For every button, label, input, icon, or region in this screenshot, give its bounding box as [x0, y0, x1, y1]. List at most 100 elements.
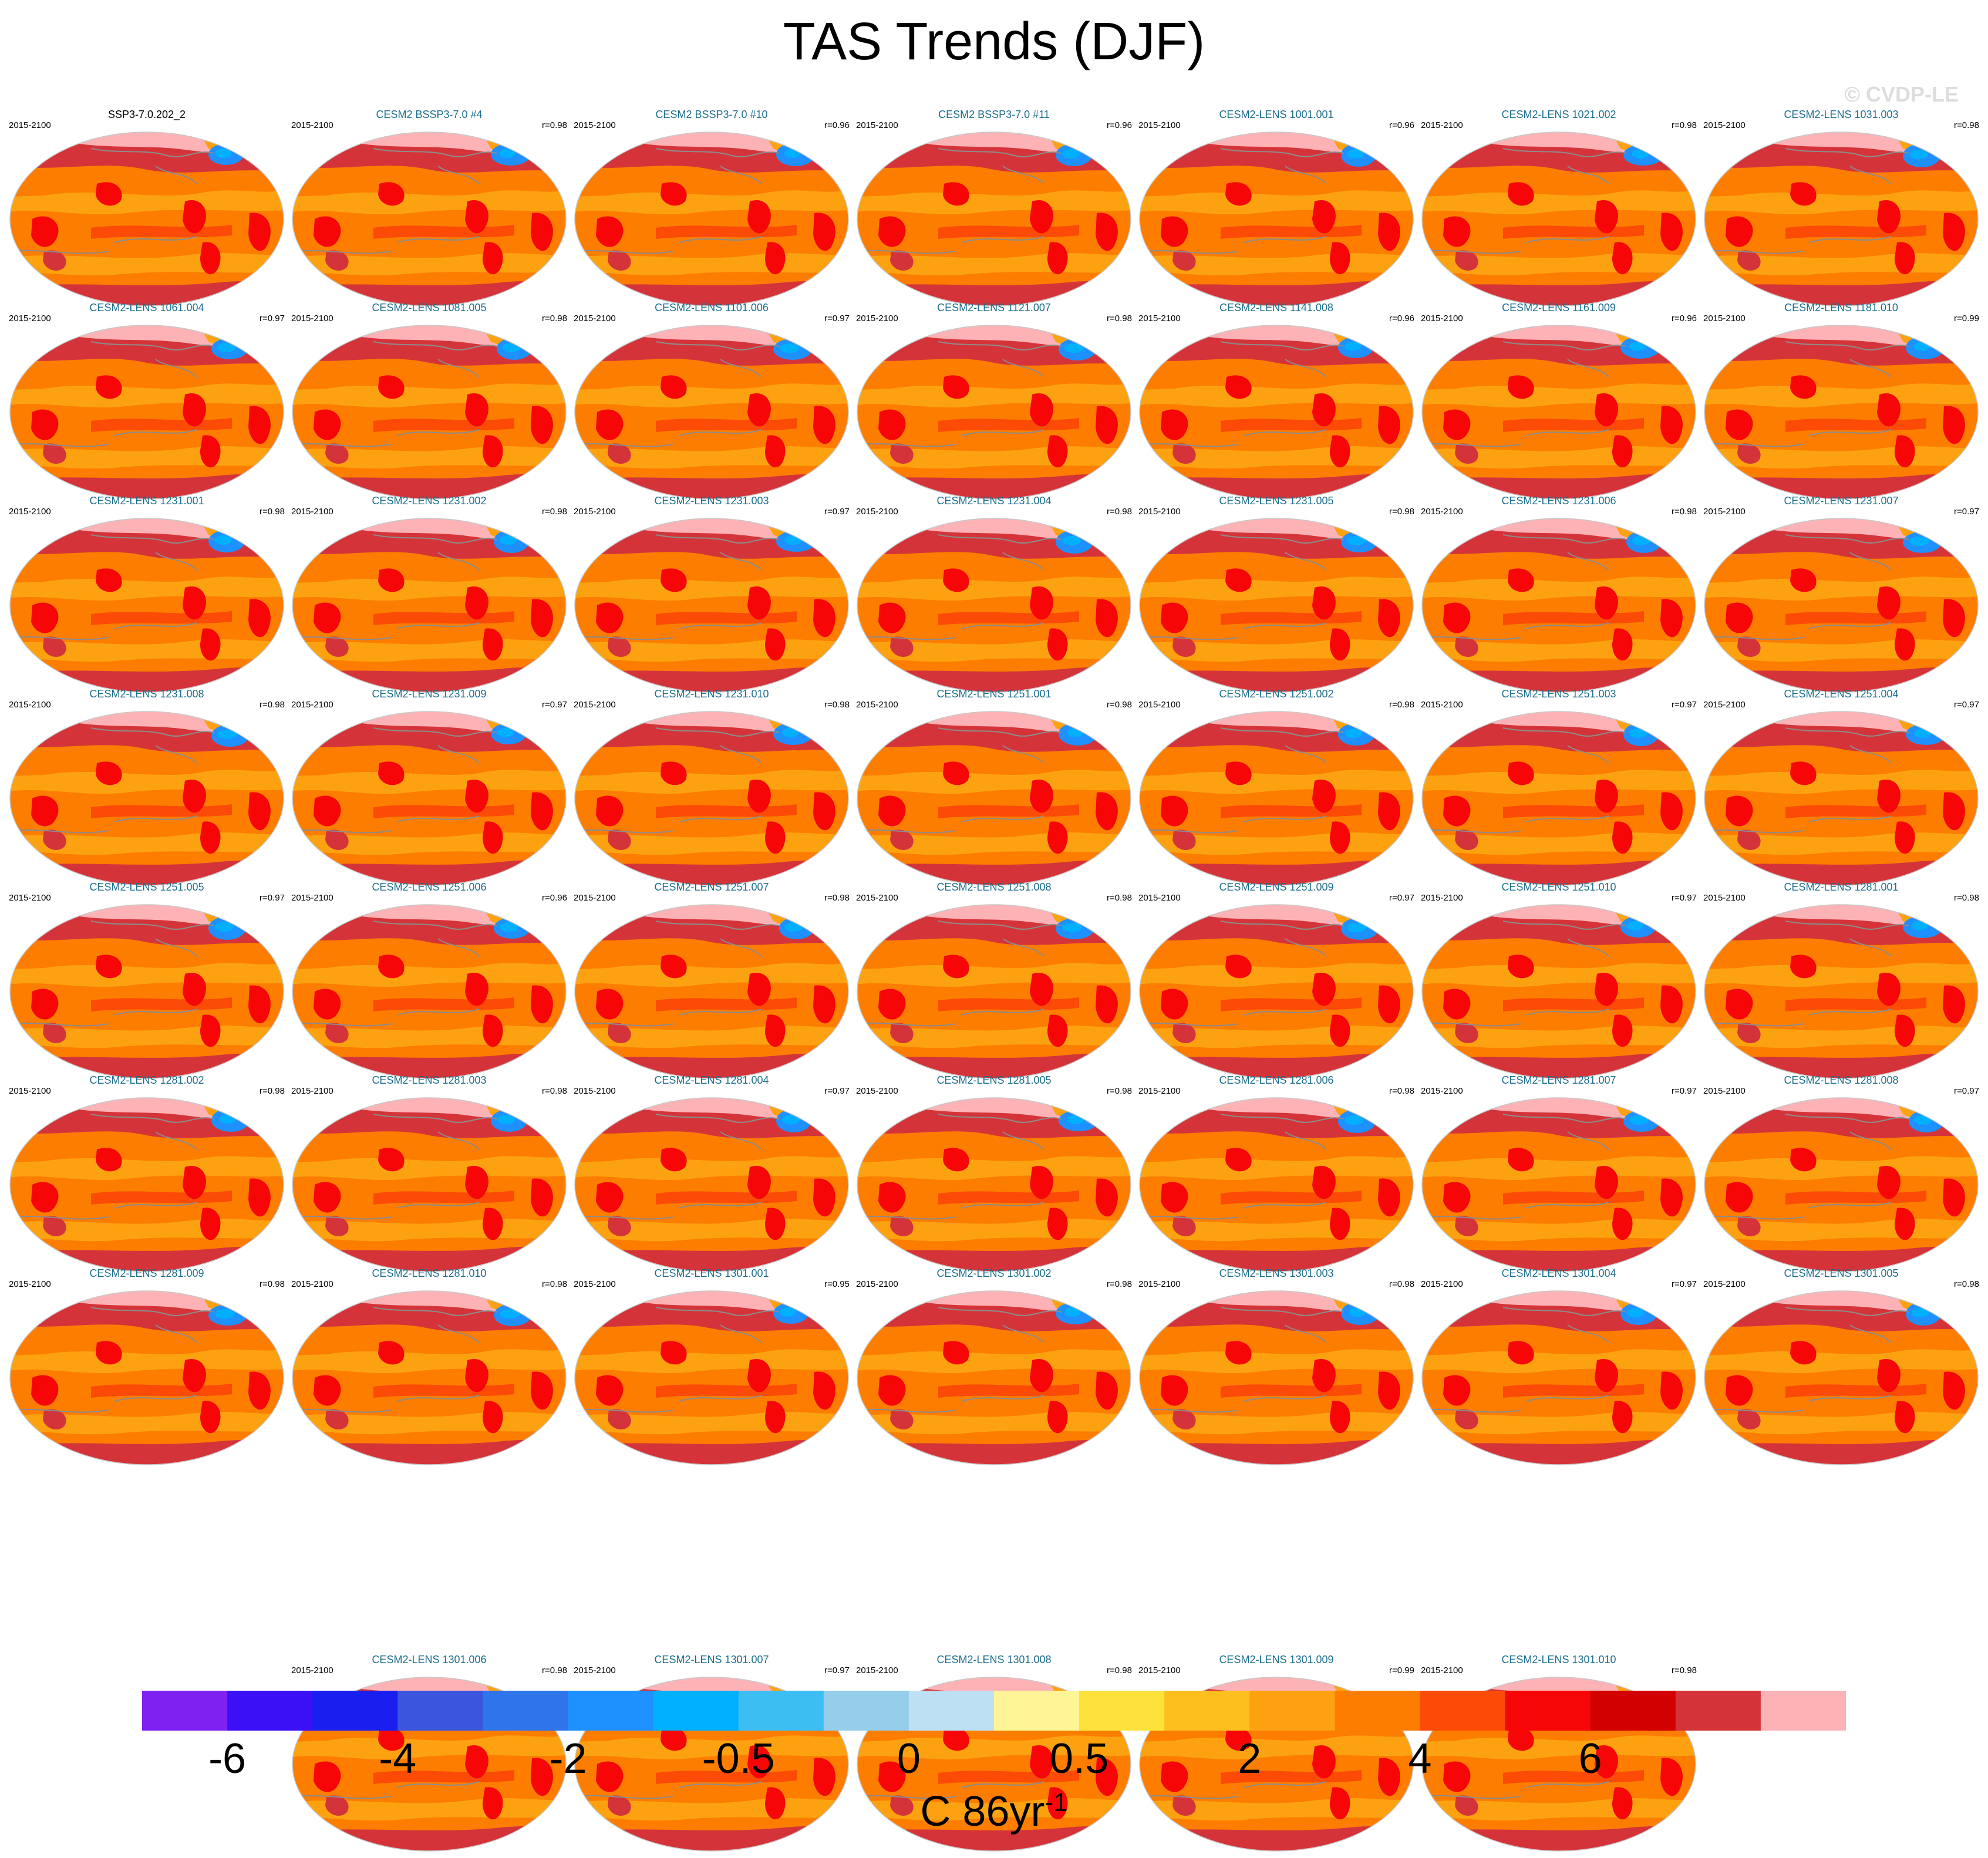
map-panel: 2015-2100 CESM2-LENS 1231.007 r=0.97: [1703, 495, 1979, 693]
map-panel: 2015-2100 CESM2-LENS 1301.004 r=0.97: [1421, 1267, 1697, 1466]
map-panel: 2015-2100 CESM2-LENS 1281.004 r=0.97: [574, 1074, 850, 1273]
map-panel: 2015-2100 CESM2-LENS 1231.004 r=0.98: [856, 495, 1132, 693]
panel-correlation: r=0.98: [1107, 1665, 1132, 1675]
map-panel: 2015-2100 CESM2 BSSP3-7.0 #11 r=0.96: [856, 109, 1132, 307]
map-panel: 2015-2100 CESM2-LENS 1281.007 r=0.97: [1421, 1074, 1697, 1273]
map-panel: 2015-2100 CESM2-LENS 1251.006 r=0.96: [291, 881, 567, 1080]
panel-title: CESM2-LENS 1301.001: [654, 1267, 769, 1279]
panel-correlation: r=0.98: [542, 313, 567, 323]
panel-title: CESM2-LENS 1141.008: [1219, 302, 1333, 313]
panel-period-label: 2015-2100: [1138, 313, 1181, 323]
colorbar-box: [823, 1691, 909, 1731]
panel-correlation: r=0.98: [824, 893, 850, 903]
panel-correlation: r=0.98: [1672, 507, 1697, 517]
map-panel: 2015-2100 CESM2-LENS 1251.002 r=0.98: [1138, 688, 1414, 886]
panel-correlation: r=0.98: [542, 1086, 567, 1096]
colorbar-box: [1590, 1691, 1676, 1731]
panel-period-label: 2015-2100: [856, 507, 898, 517]
panel-correlation: r=0.98: [1954, 120, 1979, 130]
panel-title: CESM2-LENS 1301.003: [1219, 1267, 1334, 1279]
panel-period-label: 2015-2100: [9, 1279, 51, 1289]
panel-title: CESM2-LENS 1301.005: [1784, 1267, 1899, 1279]
panel-title: CESM2-LENS 1281.010: [372, 1267, 487, 1279]
credit-watermark: © CVDP-LE: [1844, 82, 1959, 106]
panel-period-label: 2015-2100: [1138, 893, 1181, 903]
map-panel: 2015-2100 CESM2-LENS 1281.002 r=0.98: [9, 1074, 285, 1273]
panel-title: SSP3-7.0.202_2: [107, 109, 186, 120]
panel-period-label: 2015-2100: [574, 507, 616, 517]
panel-period-label: 2015-2100: [1138, 120, 1181, 130]
colorbar-tick-label: -0.5: [702, 1735, 775, 1782]
panel-correlation: r=0.97: [542, 700, 567, 710]
panel-correlation: r=0.98: [260, 507, 285, 517]
panel-correlation: r=0.97: [1954, 1086, 1979, 1096]
colorbar-tick-label: -6: [208, 1735, 247, 1782]
units-text: C 86yr: [920, 1788, 1045, 1835]
map-panel: 2015-2100 CESM2-LENS 1231.005 r=0.98: [1138, 495, 1414, 693]
map-panel: 2015-2100 CESM2-LENS 1101.006 r=0.97: [574, 302, 850, 500]
map-panel: 2015-2100 CESM2-LENS 1301.001 r=0.95: [574, 1267, 850, 1466]
panel-correlation: r=0.97: [1672, 893, 1697, 903]
panel-correlation: r=0.97: [1954, 507, 1979, 517]
panel-correlation: r=0.97: [1672, 1086, 1697, 1096]
map-panel: 2015-2100 CESM2-LENS 1251.008 r=0.98: [856, 881, 1132, 1080]
panel-correlation: r=0.97: [824, 507, 850, 517]
colorbar-box: [738, 1691, 824, 1731]
panel-correlation: r=0.99: [1389, 1665, 1414, 1675]
panel-period-label: 2015-2100: [291, 507, 333, 517]
panel-title: CESM2-LENS 1231.002: [372, 495, 487, 507]
panel-correlation: r=0.97: [824, 1665, 850, 1675]
panel-title: CESM2-LENS 1301.002: [936, 1267, 1052, 1279]
colorbar-units: C 86yr-1: [0, 1788, 1988, 1836]
panel-title: CESM2-LENS 1251.004: [1784, 688, 1899, 700]
panel-period-label: 2015-2100: [574, 120, 616, 130]
colorbar-box: [908, 1691, 995, 1731]
panel-period-label: 2015-2100: [574, 313, 616, 323]
panel-title: CESM2-LENS 1281.008: [1784, 1074, 1899, 1086]
panel-correlation: r=0.95: [824, 1279, 850, 1289]
colorbar-box: [1335, 1691, 1420, 1731]
panel-title: CESM2-LENS 1061.004: [89, 302, 204, 313]
colorbar-tick-label: -2: [549, 1735, 587, 1782]
page-title: TAS Trends (DJF): [783, 12, 1205, 71]
panel-period-label: 2015-2100: [1138, 700, 1181, 710]
map-panel: 2015-2100 CESM2-LENS 1251.005 r=0.97: [9, 881, 285, 1080]
panel-correlation: r=0.98: [1107, 1086, 1132, 1096]
panel-title: CESM2-LENS 1121.007: [937, 302, 1051, 313]
units-exponent: -1: [1044, 1788, 1068, 1817]
map-panel: 2015-2100 CESM2 BSSP3-7.0 #4 r=0.98: [291, 109, 567, 307]
panel-period-label: 2015-2100: [856, 120, 898, 130]
panel-correlation: r=0.98: [1389, 1279, 1414, 1289]
colorbar-box: [568, 1691, 654, 1731]
panel-title: CESM2-LENS 1301.009: [1219, 1654, 1334, 1665]
colorbar-box: [312, 1691, 398, 1731]
map-panel: 2015-2100 CESM2-LENS 1121.007 r=0.98: [856, 302, 1132, 500]
panel-period-label: 2015-2100: [1421, 1279, 1463, 1289]
panel-correlation: r=0.98: [1107, 507, 1132, 517]
map-panel: 2015-2100 SSP3-7.0.202_2: [9, 109, 285, 307]
panel-correlation: r=0.98: [542, 120, 567, 130]
panel-period-label: 2015-2100: [1421, 313, 1463, 323]
panel-period-label: 2015-2100: [574, 1665, 616, 1675]
panel-title: CESM2-LENS 1231.009: [372, 688, 487, 700]
map-panel: 2015-2100 CESM2-LENS 1231.008 r=0.98: [9, 688, 285, 886]
panel-correlation: r=0.97: [260, 313, 285, 323]
panel-period-label: 2015-2100: [291, 700, 333, 710]
map-panel: 2015-2100 CESM2-LENS 1061.004 r=0.97: [9, 302, 285, 500]
panel-correlation: r=0.96: [824, 120, 850, 130]
panel-period-label: 2015-2100: [574, 700, 616, 710]
panel-title: CESM2-LENS 1251.003: [1501, 688, 1616, 700]
panel-correlation: r=0.97: [1672, 1279, 1697, 1289]
panel-correlation: r=0.97: [824, 1086, 850, 1096]
map-panel: 2015-2100 CESM2-LENS 1231.001 r=0.98: [9, 495, 285, 693]
panel-title: CESM2-LENS 1301.004: [1501, 1267, 1616, 1279]
panel-title: CESM2-LENS 1251.007: [654, 881, 769, 893]
colorbar-tick-label: 6: [1578, 1735, 1602, 1782]
panel-period-label: 2015-2100: [291, 893, 333, 903]
colorbar-box: [483, 1691, 568, 1731]
colorbar-box: [994, 1691, 1080, 1731]
panel-title: CESM2-LENS 1251.009: [1219, 881, 1334, 893]
panel-correlation: r=0.98: [1389, 507, 1414, 517]
panel-correlation: r=0.96: [1107, 120, 1132, 130]
map-panel: 2015-2100 CESM2-LENS 1081.005 r=0.98: [291, 302, 567, 500]
